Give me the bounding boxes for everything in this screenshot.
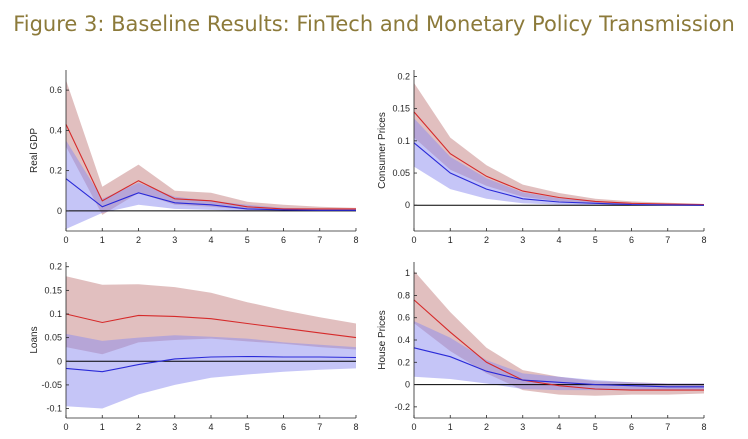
y-tick-label: 0.2 — [49, 262, 62, 272]
panel-consumer-prices: 0 1 2 3 4 5 6 7 8 0 0.05 0.1 0.15 0.2 Consumer Prices — [377, 70, 707, 245]
x-tick-label: 1 — [100, 235, 105, 245]
x-tick-label: 7 — [665, 422, 670, 432]
x-tick-label: 1 — [100, 422, 105, 432]
y-tick-label: 0 — [405, 380, 410, 390]
y-tick-label: 0.15 — [44, 285, 62, 295]
y-tick-label: 0.1 — [397, 136, 410, 146]
y-tick-label: -0.1 — [46, 404, 62, 414]
response-line-2 — [413, 142, 705, 206]
y-tick-label: 0.4 — [397, 335, 410, 345]
response-line-2 — [413, 347, 704, 388]
confidence-band-2 — [414, 118, 704, 206]
y-tick-label: 0 — [57, 356, 62, 366]
x-tick-label: 4 — [556, 235, 561, 245]
confidence-band-2 — [66, 333, 356, 409]
confidence-band-1 — [66, 80, 356, 215]
y-axis-label: Consumer Prices — [377, 112, 388, 189]
x-tick-label: 6 — [281, 235, 286, 245]
x-tick-label: 2 — [484, 422, 489, 432]
y-axis-label: House Prices — [377, 310, 388, 369]
x-tick-label: 6 — [281, 422, 286, 432]
response-line-2 — [65, 355, 357, 373]
x-tick-label: 8 — [701, 422, 706, 432]
x-tick-label: 7 — [317, 422, 322, 432]
x-tick-label: 5 — [245, 235, 250, 245]
x-tick-label: 2 — [136, 235, 141, 245]
y-tick-label: 0.2 — [49, 166, 62, 176]
y-tick-label: 0.15 — [392, 104, 410, 114]
y-tick-label: -0.2 — [394, 402, 410, 412]
x-tick-label: 3 — [520, 235, 525, 245]
confidence-band-2 — [414, 321, 704, 391]
response-line-1 — [65, 124, 356, 210]
x-tick-label: 7 — [665, 235, 670, 245]
y-axis-label: Real GDP — [29, 128, 40, 173]
y-tick-label: 0.6 — [397, 313, 410, 323]
response-line-1 — [413, 111, 705, 206]
x-tick-label: 2 — [484, 235, 489, 245]
x-tick-label: 4 — [208, 235, 213, 245]
x-tick-label: 6 — [629, 422, 634, 432]
x-tick-label: 1 — [448, 422, 453, 432]
x-tick-label: 3 — [172, 422, 177, 432]
y-tick-label: 0.4 — [49, 125, 62, 135]
response-line-1 — [65, 313, 357, 339]
panel-loans: 0 1 2 3 4 5 6 7 8 -0.1 -0.05 0 0.05 0.1 0.15 0.2 Loans — [29, 262, 359, 432]
panel-real-gdp: 0 1 2 3 4 5 6 7 8 0 0.2 0.4 0.6 Real GDP — [29, 70, 359, 245]
y-axis-label: Loans — [29, 326, 40, 353]
x-tick-label: 4 — [556, 422, 561, 432]
x-tick-label: 3 — [172, 235, 177, 245]
x-tick-label: 8 — [353, 235, 358, 245]
y-tick-label: 0 — [405, 200, 410, 210]
x-tick-label: 5 — [593, 422, 598, 432]
confidence-band-1 — [66, 276, 356, 355]
y-tick-label: 0.05 — [392, 168, 410, 178]
x-tick-label: 4 — [208, 422, 213, 432]
x-tick-label: 1 — [448, 235, 453, 245]
y-tick-label: 1 — [405, 268, 410, 278]
y-tick-label: 0.8 — [397, 290, 410, 300]
y-tick-label: 0.05 — [44, 333, 62, 343]
x-tick-label: 0 — [63, 235, 68, 245]
x-tick-label: 3 — [520, 422, 525, 432]
y-tick-label: 0.2 — [397, 71, 410, 81]
x-tick-label: 0 — [411, 422, 416, 432]
x-tick-label: 7 — [317, 235, 322, 245]
x-tick-label: 2 — [136, 422, 141, 432]
y-tick-label: 0.6 — [49, 85, 62, 95]
y-tick-label: 0.1 — [49, 309, 62, 319]
x-tick-label: 5 — [593, 235, 598, 245]
x-tick-label: 0 — [63, 422, 68, 432]
figure-title: Figure 3: Baseline Results: FinTech and … — [13, 12, 735, 36]
response-line-2 — [65, 178, 356, 211]
x-tick-label: 5 — [245, 422, 250, 432]
x-tick-label: 0 — [411, 235, 416, 245]
y-tick-label: 0.2 — [397, 357, 410, 367]
x-tick-label: 6 — [629, 235, 634, 245]
x-tick-label: 8 — [353, 422, 358, 432]
confidence-band-1 — [414, 82, 704, 206]
x-tick-label: 8 — [701, 235, 706, 245]
y-tick-label: 0 — [57, 206, 62, 216]
y-tick-label: -0.05 — [41, 380, 62, 390]
response-line-1 — [413, 299, 704, 391]
